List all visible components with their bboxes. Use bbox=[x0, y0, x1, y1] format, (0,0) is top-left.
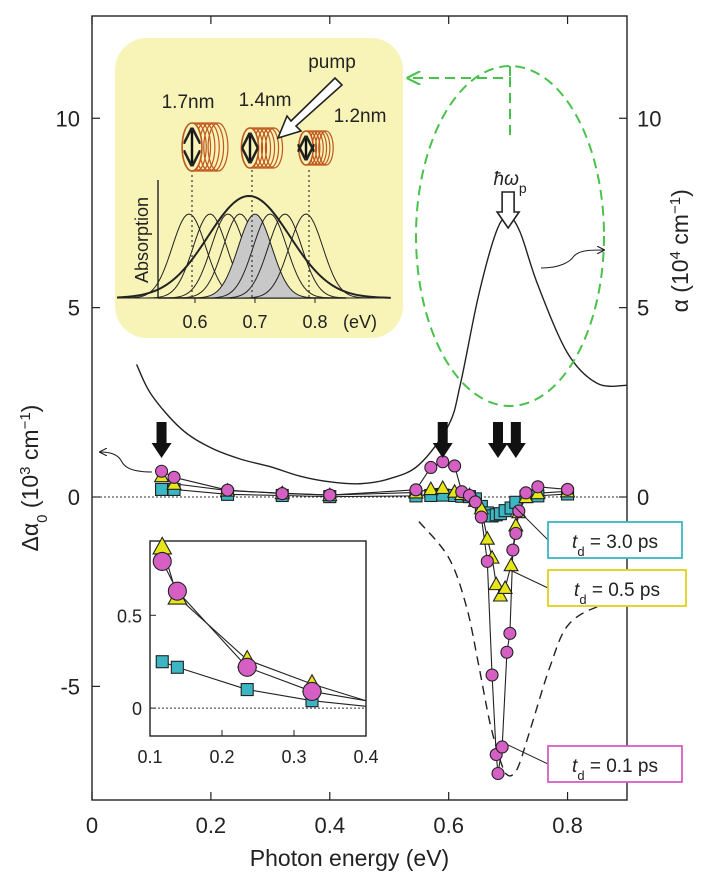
y-tick-label-left: 0 bbox=[68, 485, 80, 510]
data-point-circle bbox=[424, 460, 438, 475]
y-tick-label-left: 5 bbox=[68, 296, 80, 321]
data-point-circle bbox=[155, 464, 169, 478]
inset-bottom-point-circle bbox=[302, 681, 322, 701]
data-point-triangle bbox=[488, 576, 505, 591]
inset-bottom-x-tick-label: 0.4 bbox=[353, 747, 378, 767]
label-t-30-leader bbox=[514, 506, 549, 541]
data-point-square bbox=[155, 482, 169, 496]
data-point-circle bbox=[480, 554, 494, 568]
x-tick-label: 0.8 bbox=[552, 813, 583, 838]
inset-bottom-point-square bbox=[240, 683, 254, 697]
data-point-circle bbox=[220, 483, 235, 497]
label-t-01-text: td = 0.1 ps bbox=[572, 756, 658, 783]
label-t-01-box bbox=[547, 745, 683, 783]
plot-frame bbox=[91, 15, 628, 801]
data-point-circle bbox=[506, 543, 520, 557]
inset-top-y-label: Absorption bbox=[132, 197, 152, 283]
label-t-05-text: td = 0.5 ps bbox=[574, 580, 660, 607]
left-axis-pointer bbox=[100, 452, 153, 473]
inset-bottom-point-circle bbox=[167, 581, 187, 601]
label-1-2nm: 1.2nm bbox=[334, 106, 387, 127]
data-point-circle bbox=[474, 510, 488, 524]
data-point-triangle bbox=[492, 587, 509, 602]
y-axis-title-left: Δα0 (103 cm−1) bbox=[17, 405, 51, 552]
inset-bottom-x-tick-label: 0.1 bbox=[137, 747, 162, 767]
y-tick-label-left: -5 bbox=[60, 674, 80, 699]
inset-bottom-frame bbox=[149, 540, 367, 737]
inset-bottom: 0.1 0.2 0.3 0.4 0 0.5 bbox=[117, 536, 379, 767]
data-point-circle bbox=[531, 480, 545, 494]
arrow-marker-down bbox=[488, 422, 509, 458]
label-pump: pump bbox=[308, 52, 356, 73]
inset-top: 0.6 0.7 0.8 (eV) Absorption 1.7nm 1.4nm 1.2nm pu… bbox=[115, 38, 403, 338]
data-point-triangle bbox=[503, 557, 519, 572]
label-1-4nm: 1.4nm bbox=[239, 90, 292, 111]
data-point-circle bbox=[491, 766, 505, 781]
main-plot: 0 0.2 0.4 0.6 0.8 -5 0 5 10 0 5 10 Photon energy (eV… bbox=[17, 15, 694, 871]
data-point-circle bbox=[503, 626, 517, 640]
label-t-01-leader bbox=[507, 744, 549, 765]
data-point-circle bbox=[167, 470, 181, 484]
y-tick-label-right: 5 bbox=[637, 296, 649, 321]
data-point-triangle bbox=[479, 530, 496, 545]
y-tick-label-left: 10 bbox=[56, 106, 80, 131]
data-point-circle bbox=[519, 486, 533, 500]
data-point-circle bbox=[448, 459, 462, 473]
pump-arrow bbox=[276, 76, 344, 140]
label-t-05-box bbox=[547, 569, 687, 607]
dashed-curve bbox=[418, 521, 628, 777]
data-point-circle bbox=[275, 487, 289, 501]
x-tick-label: 0.4 bbox=[314, 813, 345, 838]
inset-bottom-point-square bbox=[155, 655, 169, 669]
nanotube-1-4nm bbox=[240, 127, 284, 169]
nanotube-1-7nm bbox=[181, 122, 229, 172]
data-point-circle bbox=[509, 526, 523, 540]
inset-bottom-point-circle bbox=[152, 551, 172, 571]
data-point-circle bbox=[409, 483, 423, 497]
arrow-marker-down bbox=[151, 422, 172, 458]
hollow-arrow bbox=[495, 191, 521, 230]
label-t-05-leader bbox=[509, 569, 549, 589]
data-point-circle bbox=[485, 668, 499, 682]
data-point-triangle bbox=[497, 579, 513, 594]
data-point-triangle bbox=[434, 479, 451, 494]
data-point-circle bbox=[323, 488, 337, 502]
data-point-circle bbox=[561, 482, 575, 496]
label-1-7nm: 1.7nm bbox=[162, 92, 215, 113]
green-ellipse bbox=[415, 65, 605, 407]
x-axis-title: Photon energy (eV) bbox=[250, 845, 449, 871]
x-tick-label: 0 bbox=[86, 813, 98, 838]
nanotube-1-2nm bbox=[299, 130, 334, 166]
data-point-circle bbox=[468, 495, 482, 509]
y-tick-label-right: 0 bbox=[637, 485, 649, 510]
green-connector-arrow bbox=[408, 78, 511, 135]
inset-top-bg bbox=[115, 38, 403, 338]
absorption-curve bbox=[135, 216, 628, 485]
inset-bottom-y-tick-label: 0 bbox=[132, 699, 142, 719]
arrow-marker-down bbox=[505, 422, 526, 458]
data-point-circle bbox=[495, 740, 509, 754]
inset-bottom-y-tick-label: 0.5 bbox=[117, 606, 142, 626]
y-tick-label-right: 10 bbox=[637, 106, 661, 131]
right-axis-pointer bbox=[540, 250, 604, 269]
x-tick-label: 0.6 bbox=[433, 813, 464, 838]
inset-bottom-point-circle bbox=[237, 657, 257, 677]
inset-top-x-unit: (eV) bbox=[343, 312, 377, 332]
absorption-envelope bbox=[116, 194, 391, 299]
inset-bottom-x-tick-label: 0.2 bbox=[209, 747, 234, 767]
inset-bottom-point-square bbox=[170, 660, 184, 674]
y-axis-title-right: α (104 cm−1) bbox=[667, 189, 694, 312]
label-t-30-box bbox=[547, 521, 683, 559]
data-point-triangle bbox=[422, 481, 439, 496]
data-point-circle bbox=[500, 645, 514, 659]
x-tick-label: 0.2 bbox=[196, 813, 227, 838]
arrow-marker-down bbox=[432, 422, 453, 458]
inset-bottom-x-tick-label: 0.3 bbox=[281, 747, 306, 767]
hbar-omega-label: ħωp bbox=[494, 169, 527, 196]
inset-top-x-tick-label: 0.7 bbox=[242, 312, 267, 332]
inset-top-x-tick-label: 0.8 bbox=[302, 312, 327, 332]
label-t-30-text: td = 3.0 ps bbox=[572, 532, 658, 559]
inset-top-x-tick-label: 0.6 bbox=[182, 312, 207, 332]
